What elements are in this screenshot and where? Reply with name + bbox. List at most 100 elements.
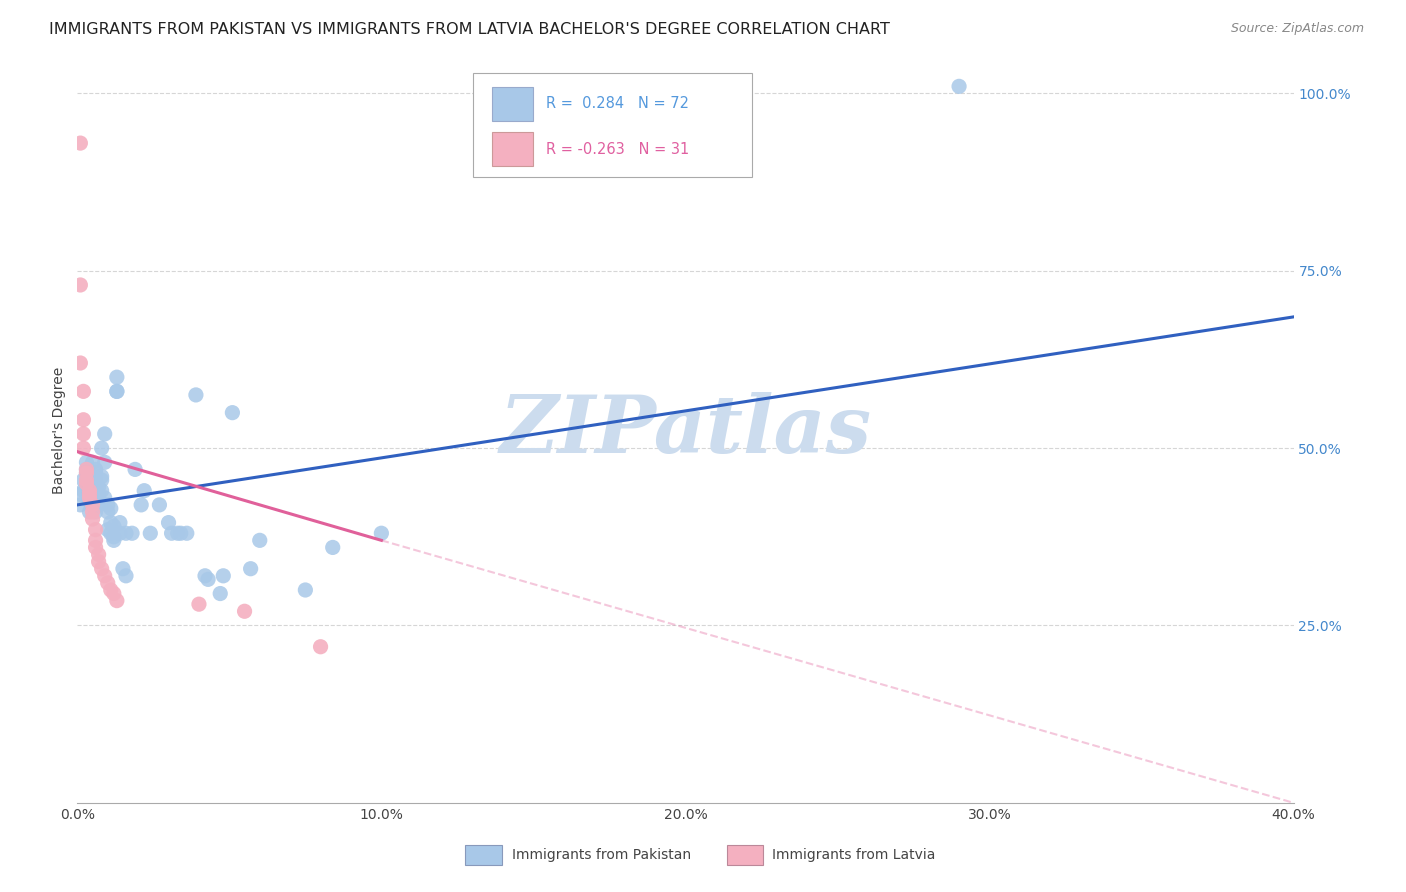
Point <box>90 469 112 483</box>
Point <box>84 541 107 555</box>
Point <box>294 582 316 597</box>
Point <box>87 480 110 494</box>
Point <box>90 562 112 576</box>
Text: IMMIGRANTS FROM PAKISTAN VS IMMIGRANTS FROM LATVIA BACHELOR'S DEGREE CORRELATION: IMMIGRANTS FROM PAKISTAN VS IMMIGRANTS F… <box>49 22 890 37</box>
Point <box>72 426 94 441</box>
Point <box>79 491 101 505</box>
Point <box>90 441 112 455</box>
Point <box>948 79 970 94</box>
Point <box>87 487 110 501</box>
Point <box>148 498 170 512</box>
Point <box>72 384 94 399</box>
Point <box>69 136 91 150</box>
Point <box>115 569 138 583</box>
Point <box>79 483 101 498</box>
Point <box>97 523 120 537</box>
Point <box>100 582 122 597</box>
Point <box>82 498 104 512</box>
Point <box>108 526 131 541</box>
Point <box>75 455 97 469</box>
Point <box>100 526 122 541</box>
Point <box>84 523 107 537</box>
Point <box>69 356 91 370</box>
Text: Source: ZipAtlas.com: Source: ZipAtlas.com <box>1230 22 1364 36</box>
Point <box>100 516 122 530</box>
Point <box>79 505 101 519</box>
Y-axis label: Bachelor's Degree: Bachelor's Degree <box>52 367 66 494</box>
Point <box>105 384 128 399</box>
Point <box>72 483 94 498</box>
Point <box>100 501 122 516</box>
Point <box>233 604 256 618</box>
FancyBboxPatch shape <box>727 845 763 865</box>
Point <box>72 413 94 427</box>
Point <box>69 498 91 512</box>
Point <box>97 505 120 519</box>
Point <box>82 498 104 512</box>
Point <box>105 370 128 384</box>
Point <box>75 466 97 480</box>
FancyBboxPatch shape <box>465 845 502 865</box>
Text: R =  0.284   N = 72: R = 0.284 N = 72 <box>546 96 689 112</box>
Point <box>79 487 101 501</box>
Point <box>79 483 101 498</box>
Point <box>124 462 146 476</box>
Point <box>79 476 101 491</box>
Point <box>82 455 104 469</box>
Point <box>93 455 115 469</box>
Point <box>121 526 143 541</box>
Point <box>103 586 125 600</box>
Point <box>221 406 243 420</box>
Point <box>69 277 91 292</box>
FancyBboxPatch shape <box>492 132 533 166</box>
Point <box>79 494 101 508</box>
Text: Immigrants from Pakistan: Immigrants from Pakistan <box>512 848 690 862</box>
FancyBboxPatch shape <box>492 87 533 120</box>
Point <box>93 491 115 505</box>
Point <box>115 526 138 541</box>
Point <box>176 526 198 541</box>
Point <box>82 505 104 519</box>
Text: ZIPatlas: ZIPatlas <box>499 392 872 469</box>
Point <box>72 473 94 487</box>
Point <box>75 476 97 491</box>
Point <box>160 526 183 541</box>
Point <box>166 526 188 541</box>
Point <box>87 491 110 505</box>
Point <box>134 483 156 498</box>
Point <box>90 483 112 498</box>
Point <box>105 384 128 399</box>
Point <box>111 562 134 576</box>
Point <box>97 498 120 512</box>
Point <box>184 388 207 402</box>
Point <box>87 555 110 569</box>
Point <box>84 466 107 480</box>
Point <box>75 462 97 476</box>
Point <box>69 487 91 501</box>
Point <box>370 526 392 541</box>
Point <box>72 441 94 455</box>
Point <box>103 519 125 533</box>
Text: Immigrants from Latvia: Immigrants from Latvia <box>772 848 935 862</box>
Point <box>82 491 104 505</box>
Point <box>93 426 115 441</box>
Point <box>75 466 97 480</box>
Point <box>90 473 112 487</box>
Point <box>139 526 162 541</box>
Point <box>84 505 107 519</box>
Point <box>82 469 104 483</box>
Point <box>309 640 332 654</box>
Point <box>84 462 107 476</box>
Point <box>75 473 97 487</box>
Point <box>87 498 110 512</box>
Point <box>129 498 152 512</box>
Point <box>170 526 193 541</box>
Point <box>197 573 219 587</box>
Point <box>209 586 232 600</box>
Point <box>82 512 104 526</box>
Point <box>212 569 235 583</box>
Point <box>93 569 115 583</box>
Point <box>105 593 128 607</box>
FancyBboxPatch shape <box>472 73 752 178</box>
Point <box>249 533 271 548</box>
